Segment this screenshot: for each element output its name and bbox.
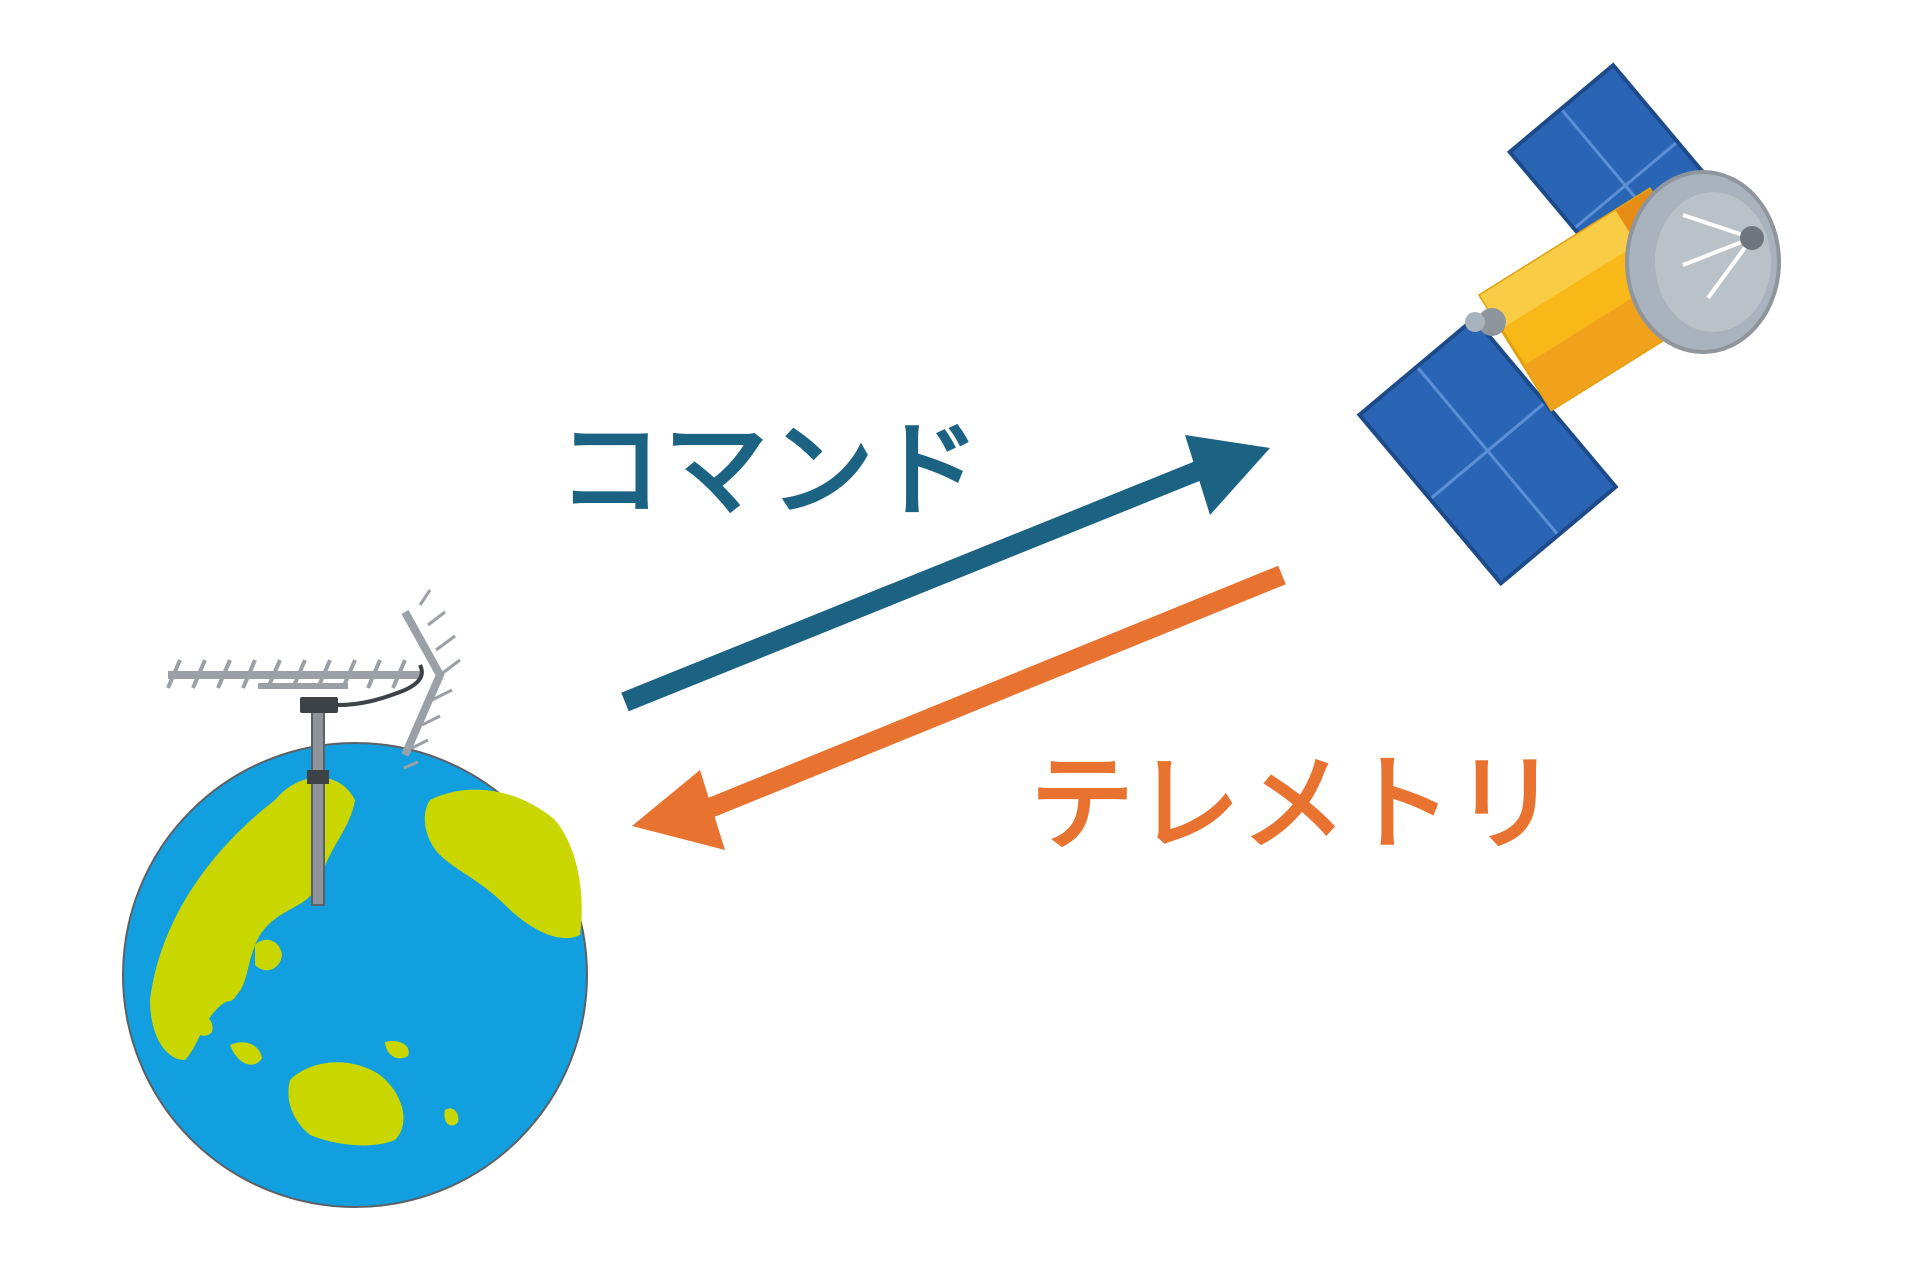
telemetry-arrow [632,565,1286,850]
earth-icon [122,589,588,1208]
satellite-icon [1356,62,1781,587]
command-arrow [621,435,1270,712]
telemetry-label: テレメトリ [1030,743,1561,865]
command-label: コマンド [558,409,983,531]
antenna-icon [166,589,461,906]
